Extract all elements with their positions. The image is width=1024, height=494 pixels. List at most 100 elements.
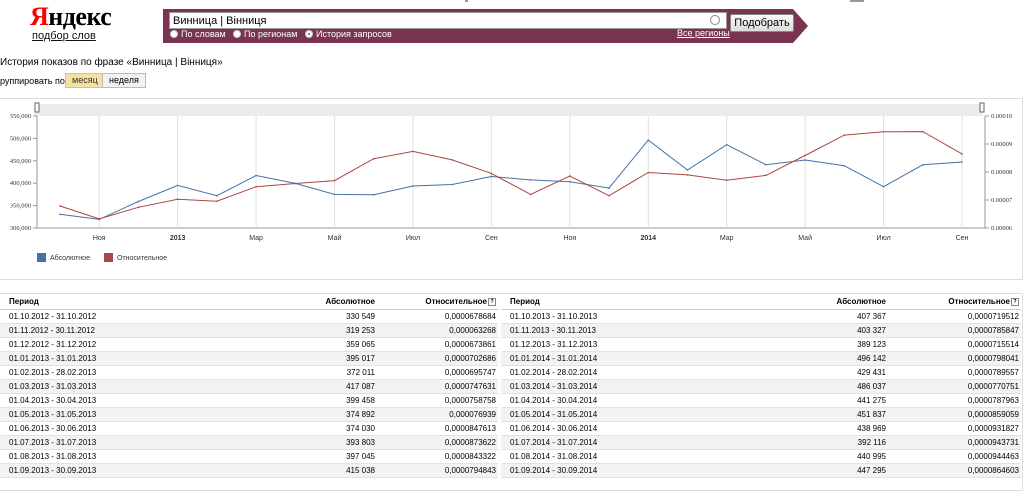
help-icon[interactable]: ? [1011, 298, 1019, 306]
history-chart: Ноя 2013 Мар Май Июл Сен Ноя 2014 Мар Май Июл Сен 30… [10, 102, 1013, 242]
cell-period: 01.01.2013 - 31.01.2013 [0, 351, 240, 366]
navigator-right-handle [979, 102, 985, 113]
data-point [412, 150, 414, 153]
table-row: 01.07.2014 - 31.07.2014 392 116 0,00009437… [501, 435, 1021, 450]
table-row: 01.09.2013 - 30.09.2013 415 038 0,00007948… [0, 463, 498, 478]
data-point [882, 185, 885, 188]
cell-period: 01.02.2013 - 28.02.2013 [0, 365, 240, 380]
x-tick-label: Мар [249, 235, 263, 242]
data-point [961, 161, 963, 163]
search-input[interactable] [169, 12, 727, 29]
table-row: 01.08.2014 - 31.08.2014 440 995 0,00009444… [501, 449, 1021, 464]
col-header-absolute: Абсолютное [751, 294, 886, 310]
cell-absolute: 330 549 [240, 309, 375, 324]
y-right-tick-label: 0.00008 [991, 169, 1012, 176]
table-row: 01.11.2013 - 30.11.2013 403 327 0,00007858… [501, 323, 1021, 338]
cell-absolute: 486 037 [751, 379, 886, 394]
cell-period: 01.05.2014 - 31.05.2014 [501, 407, 751, 422]
cell-absolute: 403 327 [751, 323, 886, 338]
cell-absolute: 407 367 [751, 309, 886, 324]
cell-absolute: 451 837 [751, 407, 886, 422]
data-point [255, 174, 257, 177]
cell-relative: 0,0000719512 [886, 309, 1021, 324]
top-edge-mark [465, 0, 468, 2]
search-button[interactable]: Подобрать [730, 14, 794, 32]
data-point [647, 139, 650, 141]
data-point [255, 185, 257, 188]
cell-relative: 0,0000789557 [886, 365, 1021, 380]
legend-item-relative[interactable]: Относительное [104, 253, 167, 262]
group-week-button[interactable]: неделя [102, 73, 146, 88]
radio-query-history[interactable]: История запросов [305, 29, 392, 39]
radio-dot-icon [170, 30, 178, 38]
col-header-relative: Относительное? [375, 294, 498, 310]
cell-period: 01.06.2014 - 30.06.2014 [501, 421, 751, 436]
search-area: Подобрать По словам По регионам История … [163, 9, 808, 43]
data-point [59, 205, 61, 207]
data-point [882, 130, 885, 133]
cell-period: 01.12.2012 - 31.12.2012 [0, 337, 240, 352]
table-row: 01.08.2013 - 31.08.2013 397 045 0,00008433… [0, 449, 498, 464]
data-tables: Период Абсолютное Относительное? 01.10.2… [0, 293, 1023, 491]
data-point [59, 213, 61, 216]
table-row: 01.12.2013 - 31.12.2013 389 123 0,00007155… [501, 337, 1021, 352]
x-tick-label: Май [328, 234, 342, 242]
cell-relative: 0,000076939 [375, 407, 498, 422]
cell-absolute: 374 892 [240, 407, 375, 422]
group-month-button[interactable]: месяц [65, 73, 105, 88]
cell-relative: 0,0000931827 [886, 421, 1021, 436]
cell-period: 01.09.2013 - 30.09.2013 [0, 463, 240, 478]
radio-by-words[interactable]: По словам [170, 29, 226, 39]
x-tick-label: Ноя [563, 235, 576, 242]
cell-absolute: 359 065 [240, 337, 375, 352]
data-point [921, 164, 924, 166]
data-point [921, 130, 924, 133]
table-row: 01.02.2014 - 28.02.2014 429 431 0,00007895… [501, 365, 1021, 380]
cell-absolute: 438 969 [751, 421, 886, 436]
data-point [765, 174, 767, 177]
data-point [686, 174, 689, 176]
cell-absolute: 415 038 [240, 463, 375, 478]
legend-item-absolute[interactable]: Абсолютное [37, 253, 90, 262]
yandex-logo[interactable]: Яндекс [30, 2, 112, 31]
cell-relative: 0,0000770751 [886, 379, 1021, 394]
cell-absolute: 319 253 [240, 323, 375, 338]
cell-absolute: 496 142 [751, 351, 886, 366]
all-regions-link[interactable]: Все регионы [677, 28, 730, 38]
table-row: 01.05.2013 - 31.05.2013 374 892 0,00007693… [0, 407, 498, 422]
data-point [608, 187, 610, 189]
data-point [490, 172, 493, 175]
cell-relative: 0,0000798041 [886, 351, 1021, 366]
data-point [529, 179, 532, 181]
data-point [961, 153, 963, 155]
data-point [137, 206, 140, 209]
chart-navigator-band[interactable] [35, 104, 983, 116]
y-left-tick-label: 300,000 [10, 225, 31, 232]
table-row: 01.05.2014 - 31.05.2014 451 837 0,00008590… [501, 407, 1021, 422]
y-left-tick-label: 450,000 [10, 158, 31, 165]
x-tick-label: Июл [406, 235, 420, 242]
cell-period: 01.03.2014 - 31.03.2014 [501, 379, 751, 394]
clear-icon[interactable] [710, 15, 720, 25]
table-row: 01.03.2013 - 31.03.2013 417 087 0,00007476… [0, 379, 498, 394]
cell-absolute: 392 116 [751, 435, 886, 450]
x-tick-label: Мар [720, 235, 734, 242]
help-icon[interactable]: ? [488, 298, 496, 306]
radio-by-regions[interactable]: По регионам [233, 29, 297, 39]
table-right: Период Абсолютное Относительное? 01.10.2… [501, 294, 1021, 478]
cell-period: 01.12.2013 - 31.12.2013 [501, 337, 751, 352]
table-row: 01.02.2013 - 28.02.2013 372 011 0,00006957… [0, 365, 498, 380]
cell-absolute: 399 458 [240, 393, 375, 408]
cell-relative: 0,0000944463 [886, 449, 1021, 464]
data-point [176, 198, 179, 201]
table-row: 01.01.2014 - 31.01.2014 496 142 0,00007980… [501, 351, 1021, 366]
cell-period: 01.11.2012 - 30.11.2012 [0, 323, 240, 338]
cell-relative: 0,0000943731 [886, 435, 1021, 450]
subtitle-link[interactable]: подбор слов [32, 30, 96, 42]
x-tick-label: 2013 [170, 235, 186, 242]
data-point [843, 134, 846, 136]
cell-relative: 0,0000702686 [375, 351, 498, 366]
cell-relative: 0,0000758758 [375, 393, 498, 408]
data-point [647, 171, 650, 174]
cell-period: 01.09.2014 - 30.09.2014 [501, 463, 751, 478]
